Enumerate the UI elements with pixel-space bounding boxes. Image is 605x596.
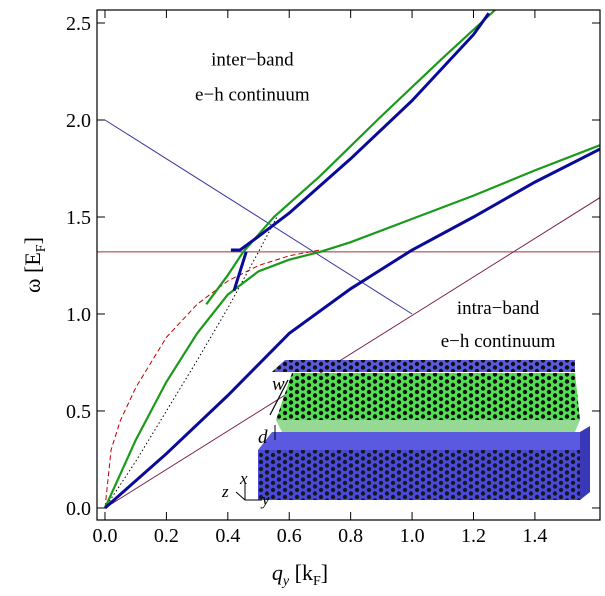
series-line (232, 251, 248, 292)
frame (96, 9, 601, 521)
x-tick-label: 0.0 (92, 525, 117, 547)
series-line (104, 249, 320, 509)
inset-label: d (258, 427, 268, 448)
x-axis-label: qy [kF] (272, 560, 328, 589)
y-tick-label: 0.5 (66, 401, 91, 423)
series-line (205, 10, 496, 305)
annotation: e−h continuum (441, 331, 556, 352)
series-line (104, 147, 600, 510)
annotation: intra−band (457, 298, 540, 319)
series-line (104, 216, 278, 509)
y-tick-label: 2.5 (66, 13, 91, 35)
label-part: y (281, 574, 290, 589)
inset: w d x y z (221, 360, 590, 509)
x-tick-label: 1.0 (400, 525, 425, 547)
label-part: ω [E (20, 252, 45, 293)
series-line (104, 197, 600, 509)
y-axis-label: ω [EF] (20, 237, 49, 293)
x-tick-label: 1.4 (522, 525, 547, 547)
y-tick-label: 1.5 (66, 207, 91, 229)
y-tick-label: 0.0 (66, 498, 91, 520)
x-tick-label: 0.4 (215, 525, 240, 547)
series-line (103, 144, 600, 509)
series-line (230, 12, 491, 252)
inset-label: y (260, 490, 270, 509)
annotation: inter−band (211, 50, 294, 71)
y-tick-label: 2.0 (66, 110, 91, 132)
inset-label: x (239, 469, 248, 488)
annotation: e−h continuum (195, 85, 310, 106)
label-part: ] (321, 560, 328, 585)
x-tick-label: 0.2 (154, 525, 179, 547)
label-part: [k (289, 560, 313, 585)
y-tick-label: 1.0 (66, 304, 91, 326)
plot-area: 0.0 0.2 0.4 0.6 0.8 1.0 1.2 1.4 0.0 0.5 1.0 1.5 2.0 2… (66, 9, 601, 547)
series-line (104, 119, 413, 315)
label-part: q (272, 560, 283, 585)
inset-label: z (221, 482, 229, 501)
label-part: F (34, 244, 49, 252)
label-part: ] (20, 237, 45, 244)
x-tick-label: 0.6 (277, 525, 302, 547)
label-part: F (313, 574, 321, 589)
inset-label: w (272, 374, 285, 395)
x-tick-label: 1.2 (461, 525, 486, 547)
x-tick-label: 0.8 (338, 525, 363, 547)
